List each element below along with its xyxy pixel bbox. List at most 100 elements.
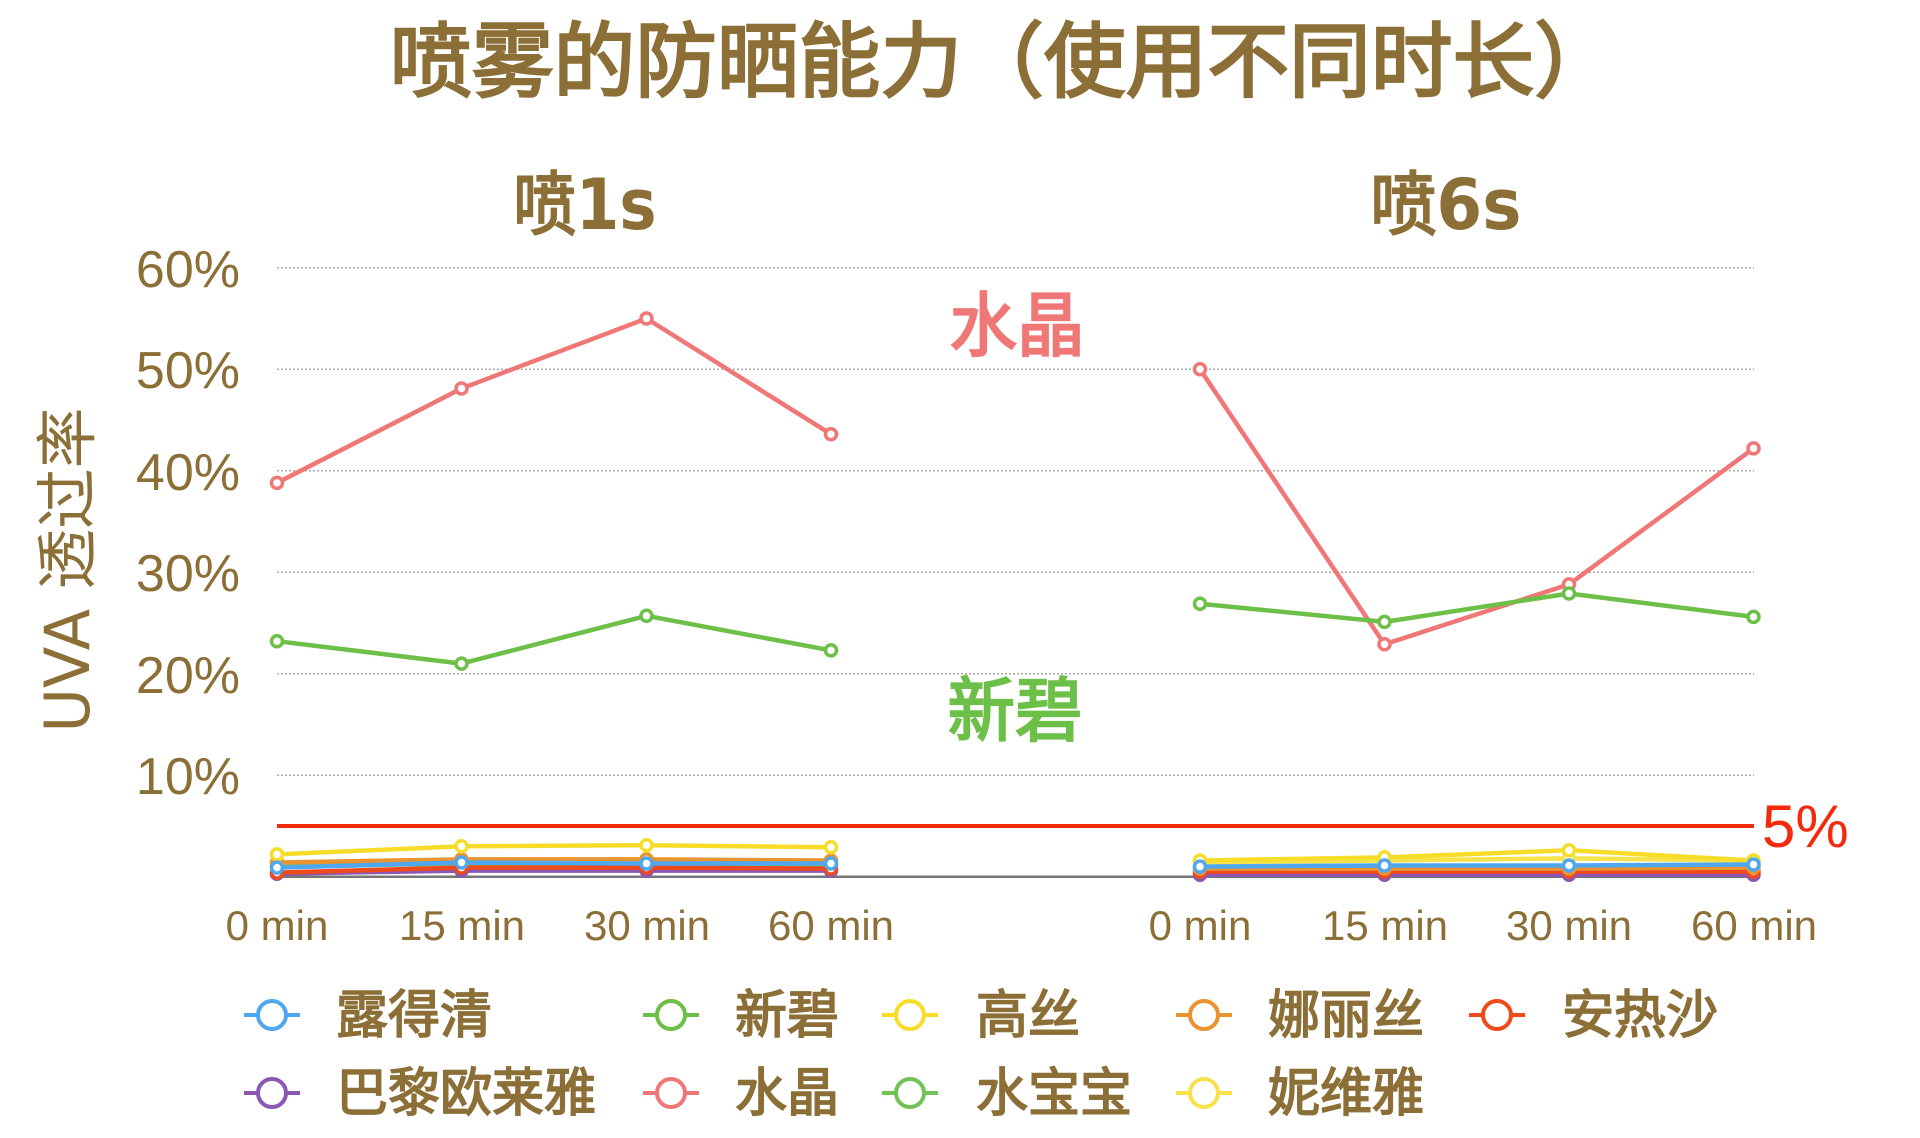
x-axis-ticks-1s: 0 min 15 min 30 min 60 min (226, 902, 894, 949)
legend-item-nalisi: 娜丽丝 (1176, 986, 1424, 1046)
panel-2-series (1192, 361, 1761, 882)
x-tick-label: 60 min (768, 902, 894, 949)
data-point-marker (1192, 596, 1208, 611)
legend-label: 安热沙 (1562, 986, 1718, 1046)
data-point-marker (269, 633, 285, 649)
series-path (1197, 856, 1756, 865)
legend-marker-icon (882, 1077, 938, 1109)
y-tick-label: 10% (136, 748, 240, 806)
y-tick-label: 50% (136, 342, 240, 400)
data-point-marker (454, 381, 469, 396)
series-layer (269, 311, 1761, 882)
data-point-marker (639, 856, 654, 871)
y-tick-label: 20% (136, 647, 240, 705)
legend-marker-icon (1469, 999, 1525, 1031)
series-line (269, 311, 839, 491)
series-path (274, 857, 834, 865)
series-path (1197, 862, 1756, 869)
series-line (269, 855, 839, 875)
series-path (1197, 848, 1756, 863)
legend-marker-icon (244, 1077, 300, 1109)
data-point-marker (1746, 609, 1761, 625)
series-path (274, 842, 834, 857)
series-line (269, 608, 839, 671)
legend-item-ludeqing: 露得清 (244, 986, 492, 1046)
series-path (1197, 865, 1756, 871)
data-point-marker (823, 426, 839, 442)
legend-label: 高丝 (976, 986, 1080, 1046)
series-path (274, 860, 834, 870)
data-point-marker (1377, 614, 1392, 630)
data-point-marker (1746, 857, 1761, 872)
panel-title-1s: 喷1s (514, 164, 657, 246)
reference-line-label: 5% (1762, 793, 1849, 860)
legend-label: 水晶 (735, 1064, 839, 1124)
x-tick-label: 0 min (1149, 902, 1252, 949)
y-axis-title: UVA 透过率 (31, 408, 104, 733)
data-point-marker (454, 855, 469, 870)
y-axis-ticks: 60% 50% 40% 30% 20% 10% (136, 241, 240, 806)
data-point-marker (1561, 843, 1577, 858)
legend-marker-icon (882, 999, 938, 1031)
x-axis-ticks-6s: 0 min 15 min 30 min 60 min (1149, 902, 1817, 949)
data-point-marker (269, 860, 285, 875)
legend-label: 妮维雅 (1268, 1064, 1424, 1124)
legend-marker-icon (643, 1077, 699, 1109)
data-point-marker (823, 840, 839, 855)
series-path (274, 865, 834, 875)
legend: 露得清 新碧 高丝 娜丽丝 安热沙 巴黎欧莱雅 水晶 水宝宝 (244, 986, 1718, 1124)
data-point-marker (639, 608, 654, 624)
y-tick-label: 60% (136, 241, 240, 299)
data-point-marker (1561, 586, 1577, 601)
legend-item-gaosi: 高丝 (882, 986, 1080, 1046)
series-line (1192, 857, 1761, 874)
legend-label: 新碧 (735, 986, 839, 1046)
panel-1-series (269, 311, 839, 881)
data-point-marker (269, 475, 285, 491)
series-path (1197, 591, 1756, 625)
annotation-xinbi: 新碧 (948, 670, 1083, 752)
chart-title: 喷雾的防晒能力（使用不同时长） (390, 15, 1616, 110)
data-point-marker (639, 311, 654, 326)
legend-marker-icon (1176, 999, 1232, 1031)
series-line (1192, 586, 1761, 630)
legend-label: 娜丽丝 (1268, 986, 1424, 1046)
y-tick-label: 30% (136, 545, 240, 603)
data-point-marker (1192, 859, 1208, 874)
legend-item-bali-ouleiya: 巴黎欧莱雅 (244, 1064, 596, 1124)
data-point-marker (269, 847, 285, 862)
legend-item-shuibaobao: 水宝宝 (882, 1064, 1132, 1124)
legend-marker-icon (1176, 1077, 1232, 1109)
data-point-marker (1192, 361, 1208, 377)
data-point-marker (1746, 441, 1761, 456)
legend-marker-icon (244, 999, 300, 1031)
series-path (1197, 366, 1756, 647)
data-point-marker (1377, 858, 1392, 873)
series-line (269, 837, 839, 862)
x-tick-label: 0 min (226, 902, 329, 949)
data-point-marker (454, 839, 469, 854)
series-line (1192, 361, 1761, 652)
legend-label: 水宝宝 (976, 1064, 1132, 1124)
x-tick-label: 15 min (1322, 902, 1448, 949)
series-path (274, 316, 834, 486)
data-point-marker (823, 856, 839, 871)
y-tick-label: 40% (136, 444, 240, 502)
data-point-marker (454, 656, 469, 671)
x-tick-label: 15 min (399, 902, 525, 949)
x-tick-label: 30 min (584, 902, 710, 949)
x-tick-label: 60 min (1691, 902, 1817, 949)
data-point-marker (1377, 637, 1392, 652)
annotation-shuijing: 水晶 (950, 285, 1085, 367)
legend-item-shuijing: 水晶 (643, 1064, 839, 1124)
x-tick-label: 30 min (1506, 902, 1632, 949)
legend-item-anreisha: 安热沙 (1469, 986, 1718, 1046)
data-point-marker (823, 643, 839, 658)
legend-marker-icon (643, 999, 699, 1031)
panel-title-6s: 喷6s (1371, 164, 1522, 246)
data-point-marker (1561, 858, 1577, 873)
series-path (274, 613, 834, 666)
data-point-marker (639, 837, 654, 853)
legend-item-niweiya: 妮维雅 (1176, 1064, 1424, 1124)
